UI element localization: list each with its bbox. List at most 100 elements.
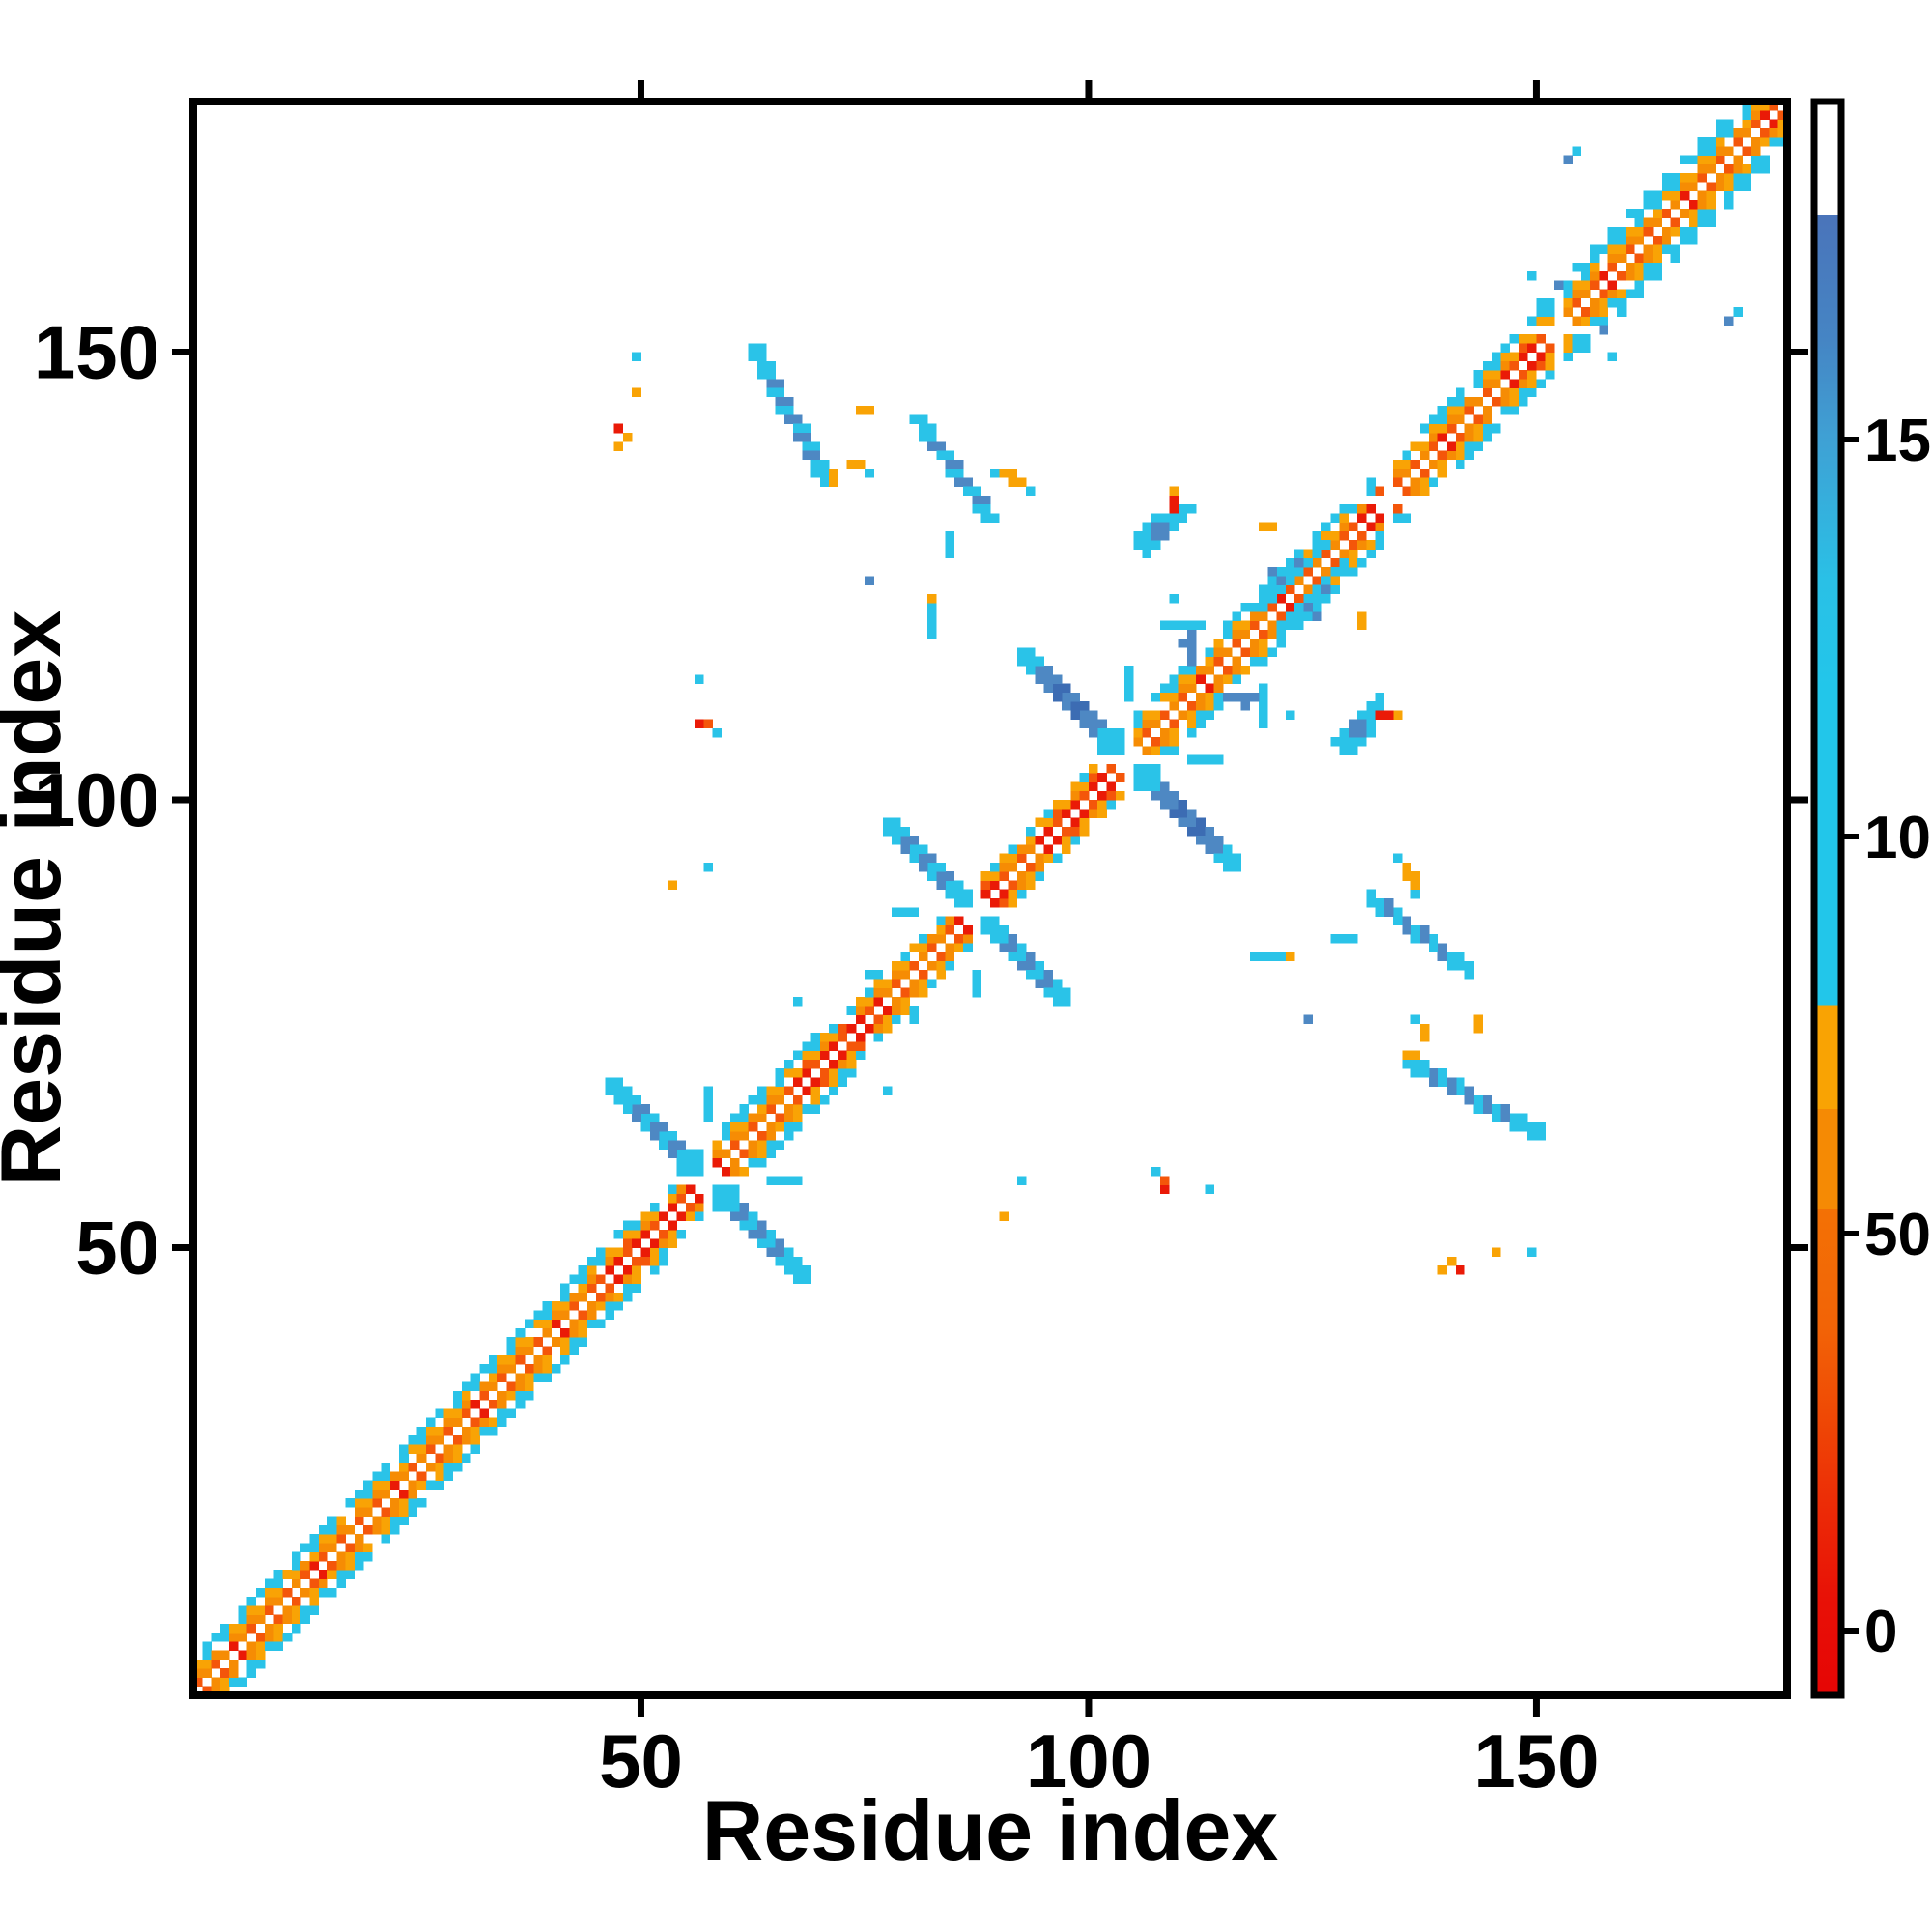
contact-cell	[1500, 406, 1510, 415]
contact-cell	[1052, 800, 1063, 810]
contact-cell	[1088, 763, 1098, 774]
contact-cell	[865, 406, 874, 415]
contact-cell	[506, 1354, 517, 1365]
contact-cell	[1464, 1086, 1474, 1096]
contact-cell	[1321, 530, 1331, 541]
contact-cell	[838, 1059, 847, 1069]
contact-cell	[748, 343, 758, 353]
contact-cell	[1419, 486, 1430, 497]
contact-cell	[1133, 530, 1143, 541]
contact-cell	[533, 1354, 543, 1365]
contact-cell	[399, 1489, 409, 1499]
contact-cell	[1160, 737, 1170, 747]
contact-cell	[1016, 1176, 1027, 1185]
contact-cell	[1697, 173, 1707, 183]
contact-cell	[793, 1265, 803, 1275]
contact-cell	[1563, 289, 1573, 299]
contact-cell	[462, 1426, 471, 1436]
contact-cell	[1733, 307, 1743, 317]
contact-cell	[838, 1033, 847, 1042]
contact-cell	[291, 1623, 301, 1634]
contact-cell	[479, 1417, 490, 1428]
contact-cell	[354, 1543, 364, 1552]
contact-cell	[1070, 781, 1080, 792]
contact-cell	[273, 1633, 283, 1642]
contact-cell	[730, 1193, 740, 1204]
contact-cell	[622, 1086, 633, 1096]
contact-cell	[1429, 423, 1438, 434]
contact-cell	[783, 1086, 794, 1096]
contact-cell	[1169, 593, 1179, 604]
contact-cell	[452, 1400, 463, 1409]
contact-cell	[1437, 450, 1448, 461]
contact-cell	[730, 1157, 740, 1168]
contact-cell	[999, 889, 1009, 899]
contact-cell	[810, 450, 821, 461]
contact-cell	[1312, 530, 1322, 541]
contact-cell	[909, 987, 920, 998]
contact-cell	[1062, 809, 1071, 818]
contact-cell	[775, 396, 785, 407]
contact-cell	[1626, 244, 1635, 254]
contact-cell	[1393, 504, 1403, 514]
contact-cell	[1580, 280, 1591, 290]
contact-cell	[426, 1480, 436, 1491]
contact-cell	[1240, 603, 1251, 612]
contact-cell	[1259, 710, 1268, 720]
contact-cell	[1456, 406, 1465, 415]
contact-cell	[810, 1050, 821, 1061]
contact-cell	[1733, 128, 1743, 138]
contact-cell	[1715, 146, 1725, 156]
contact-cell	[640, 1220, 651, 1231]
contact-cell	[1760, 101, 1770, 111]
contact-cell	[1160, 727, 1170, 738]
contact-cell	[354, 1498, 364, 1508]
contact-cell	[1393, 459, 1403, 469]
contact-cell	[1043, 970, 1054, 980]
contact-cell	[291, 1560, 301, 1571]
contact-cell	[756, 1238, 767, 1248]
contact-cell	[273, 1623, 283, 1634]
contact-cell	[1043, 979, 1054, 988]
contact-cell	[1410, 924, 1421, 935]
contact-cell	[1186, 647, 1197, 658]
contact-cell	[1186, 620, 1197, 631]
contact-cell	[354, 1560, 364, 1571]
contact-cell	[1679, 173, 1690, 183]
contact-cell	[775, 1086, 785, 1096]
contact-cell	[793, 1077, 803, 1087]
contact-cell	[668, 1149, 677, 1159]
contact-cell	[1070, 692, 1080, 702]
contact-cell	[1446, 1256, 1457, 1266]
contact-cell	[1259, 611, 1268, 621]
contact-cell	[1626, 236, 1635, 245]
contact-cell	[1527, 271, 1537, 281]
contact-cell	[1285, 567, 1295, 577]
contact-cell	[972, 504, 982, 514]
contact-cell	[578, 1274, 588, 1284]
contact-cell	[1760, 137, 1770, 147]
contact-cell	[1670, 226, 1681, 237]
contact-cell	[1303, 603, 1314, 612]
contact-cell	[1634, 280, 1644, 290]
contact-cell	[229, 1659, 239, 1669]
contact-cell	[229, 1623, 239, 1634]
contact-cell	[819, 469, 830, 478]
contact-cell	[846, 459, 857, 469]
contact-cell	[1276, 952, 1287, 962]
contact-cell	[1626, 209, 1635, 218]
contact-cell	[1429, 477, 1438, 487]
contact-cell	[676, 1167, 687, 1177]
contact-cell	[1599, 298, 1608, 308]
contact-cell	[1213, 656, 1224, 667]
contact-cell	[211, 1633, 221, 1642]
contact-cell	[605, 1265, 614, 1275]
contact-cell	[668, 1131, 677, 1141]
contact-cell	[1035, 979, 1044, 988]
contact-cell	[596, 1301, 606, 1311]
contact-cell	[1052, 817, 1063, 828]
contact-cell	[945, 549, 955, 559]
contact-cell	[748, 1113, 758, 1123]
contact-cell	[1026, 486, 1036, 497]
contact-cell	[1160, 620, 1170, 631]
